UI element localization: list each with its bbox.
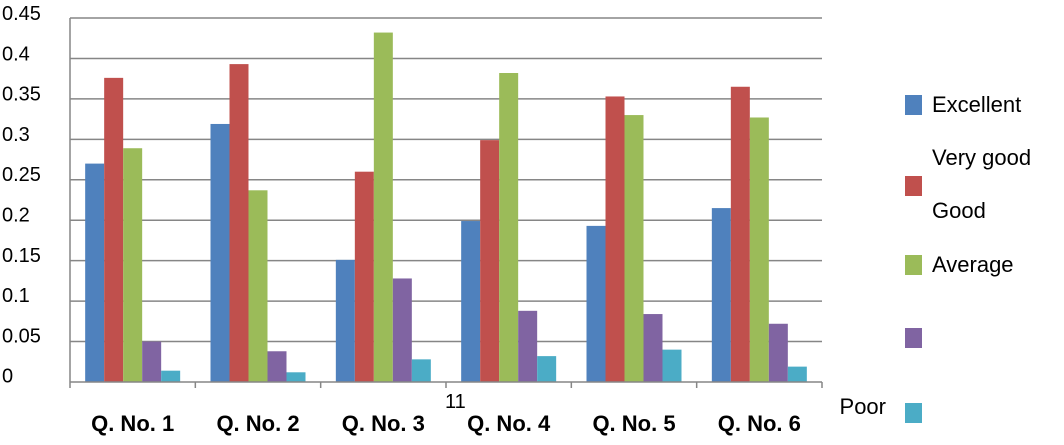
bar [267,351,287,382]
bar [537,356,557,382]
y-tick-label: 0.3 [2,124,30,146]
bar [461,221,481,382]
bar [411,359,431,382]
y-tick-label: 0.4 [2,43,30,65]
x-category-label: Q. No. 5 [592,411,675,436]
bar [123,148,143,382]
bar [392,278,412,382]
tick-labels: 0.45 0.4 0.35 0.3 0.25 0.2 0.15 0.1 0.05 0 Q. No. … [2,3,801,436]
x-category-label: Q. No. 1 [91,411,174,436]
y-tick-label: 0.25 [2,164,41,186]
bar [730,86,750,382]
bar [643,314,663,382]
bar [335,259,355,382]
bars [85,32,807,383]
bar [210,123,230,382]
bar [711,208,731,382]
bar [104,77,124,382]
bar [749,117,769,382]
bar [85,163,105,382]
bar [662,349,682,382]
axes [69,18,823,388]
legend-swatch [905,328,922,348]
legend-label: Poor [840,394,886,419]
legend-swatch [905,255,922,275]
y-tick-label: 0.05 [2,325,41,347]
bar [248,190,268,382]
legend: Excellent Very good Good Average Poor [840,92,1031,423]
bar [499,73,519,382]
stray-label: 11 [445,391,466,413]
y-tick-label: 0.2 [2,205,30,227]
y-tick-label: 0.45 [2,3,41,25]
legend-swatch [905,403,922,423]
legend-label: Good [932,198,986,223]
bar [787,366,807,382]
x-category-label: Q. No. 4 [467,411,551,436]
bar [624,115,644,383]
legend-label: Very good [932,145,1031,170]
y-tick-label: 0.15 [2,245,41,267]
gridlines [70,17,822,343]
bar [768,323,788,382]
y-tick-label: 0.35 [2,84,41,106]
legend-swatch [905,95,922,115]
x-category-label: Q. No. 6 [718,411,801,436]
legend-label: Average [932,252,1014,277]
y-tick-label: 0.1 [2,285,30,307]
bar [161,370,181,382]
bar [354,171,374,382]
bar [480,140,500,382]
legend-label: Excellent [932,92,1021,117]
x-category-label: Q. No. 2 [216,411,299,436]
bar [286,372,306,382]
y-tick-label: 0 [2,366,13,388]
legend-swatch [905,176,922,196]
bar [586,225,606,382]
bar [373,32,393,383]
bar [229,64,249,383]
x-category-label: Q. No. 3 [342,411,425,436]
bar [605,96,625,382]
bar [518,310,538,382]
bar [142,341,162,382]
